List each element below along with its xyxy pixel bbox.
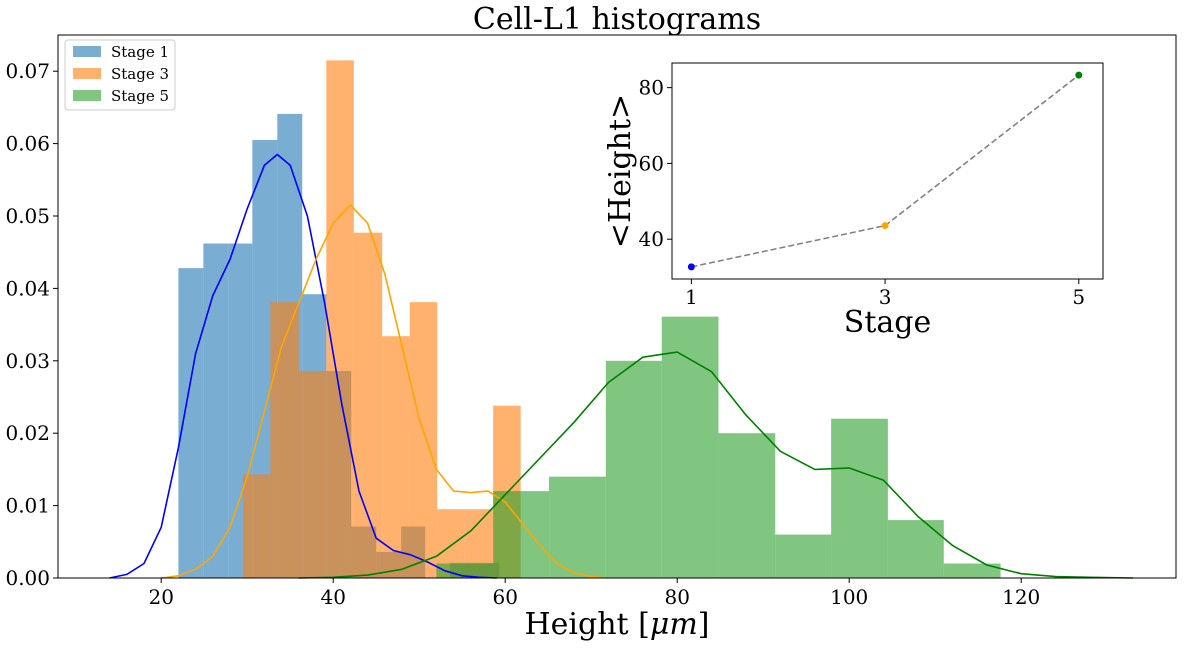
inset-x-axis-ticks: 1 3 5 xyxy=(685,279,1085,309)
inset-y-tick-label: 40 xyxy=(639,227,664,251)
plot-frame xyxy=(57,34,1177,579)
bar-stage-5-7 xyxy=(831,418,888,578)
inset-point-stage-3 xyxy=(881,222,889,230)
inset-x-axis-label: Stage xyxy=(844,305,931,340)
x-tick-label: 20 xyxy=(148,585,173,609)
inset-points xyxy=(687,71,1083,271)
inset-y-axis-label: <Height> xyxy=(603,94,638,248)
legend-swatch xyxy=(73,46,101,57)
inset-point-stage-5 xyxy=(1075,71,1083,79)
y-tick-label: 0.07 xyxy=(5,59,50,83)
bar-stage-3-6 xyxy=(409,302,438,578)
y-tick-label: 0.02 xyxy=(5,421,50,445)
y-tick-label: 0.00 xyxy=(5,566,50,590)
legend-entry-label: Stage 1 xyxy=(111,43,169,61)
legend-swatch xyxy=(73,68,101,79)
inset-x-tick-label: 1 xyxy=(685,285,698,309)
legend-swatch xyxy=(73,90,101,101)
y-tick-label: 0.06 xyxy=(5,132,50,156)
bar-stage-3-2 xyxy=(298,370,327,578)
inset-x-tick-label: 5 xyxy=(1072,285,1085,309)
legend: Stage 1 Stage 3 Stage 5 xyxy=(64,39,176,111)
x-tick-label: 40 xyxy=(320,585,345,609)
bar-stage-5-8 xyxy=(887,520,944,578)
x-tick-label: 100 xyxy=(830,585,868,609)
inset-chart: 1 3 5 40 60 80 Stage <Height> xyxy=(603,62,1104,340)
bar-stage-3-4 xyxy=(353,232,383,579)
legend-entry-label: Stage 3 xyxy=(111,65,169,83)
kde-curve-stage-3 xyxy=(161,204,609,579)
legend-entry-label: Stage 5 xyxy=(111,87,169,105)
bar-stage-5-2 xyxy=(549,476,606,578)
y-tick-label: 0.04 xyxy=(5,276,50,300)
x-axis-ticks: 20 40 60 80 100 120 xyxy=(148,578,1040,609)
bar-stage-5-0 xyxy=(436,563,494,578)
chart-title: Cell-L1 histograms xyxy=(473,2,761,37)
histogram-plot-area: 20 40 60 80 100 120 0.000.010.020.030.040.050… xyxy=(5,34,1177,609)
bar-stage-5-3 xyxy=(605,360,662,578)
bar-stage-1-1 xyxy=(203,243,229,578)
bar-stage-5-1 xyxy=(493,491,550,578)
inset-y-axis-ticks: 40 60 80 xyxy=(639,76,672,251)
bar-stage-5-5 xyxy=(718,433,776,578)
bar-stage-3-5 xyxy=(382,336,410,578)
y-tick-label: 0.03 xyxy=(5,349,50,373)
bar-stage-3-0 xyxy=(242,474,271,578)
x-axis-label: Height [μm] xyxy=(524,607,709,642)
bar-stage-3-3 xyxy=(326,60,354,578)
bar-stage-5-4 xyxy=(661,316,719,578)
bar-stage-5-9 xyxy=(943,563,1001,578)
bar-stage-5-6 xyxy=(775,534,832,578)
x-tick-label: 60 xyxy=(492,585,517,609)
kde-curve-stage-1 xyxy=(109,153,497,579)
inset-y-tick-label: 60 xyxy=(639,151,664,175)
x-tick-label: 80 xyxy=(664,585,689,609)
inset-background xyxy=(672,63,1103,279)
inset-point-stage-1 xyxy=(687,263,695,271)
y-axis-ticks: 0.00 0.01 0.02 0.03 0.04 0.05 0.06 0.07 xyxy=(5,59,58,590)
inset-frame xyxy=(671,62,1104,280)
kde-curves xyxy=(109,153,1134,579)
y-tick-label: 0.01 xyxy=(5,494,50,518)
x-tick-label: 120 xyxy=(1002,585,1040,609)
y-tick-label: 0.05 xyxy=(5,204,50,228)
kde-curve-stage-5 xyxy=(298,351,1134,579)
inset-x-tick-label: 3 xyxy=(879,285,892,309)
inset-y-tick-label: 80 xyxy=(639,76,664,100)
bar-stage-3-1 xyxy=(270,302,299,578)
